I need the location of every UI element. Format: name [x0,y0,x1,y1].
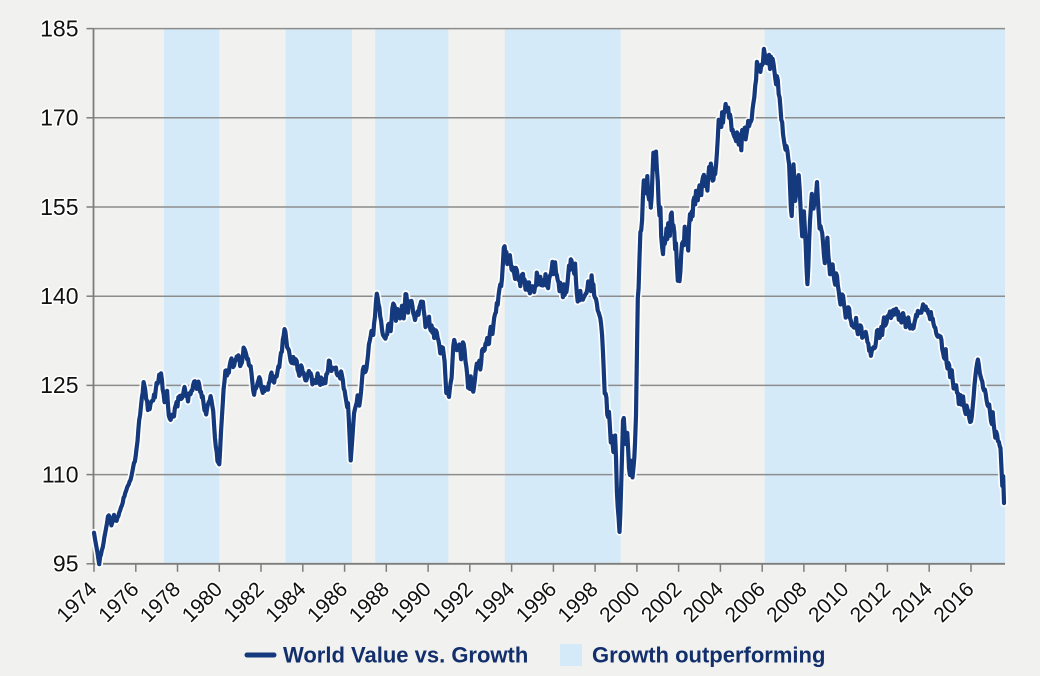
svg-text:Growth outperforming: Growth outperforming [592,643,825,668]
svg-text:125: 125 [40,372,78,398]
svg-text:World Value vs. Growth: World Value vs. Growth [283,643,528,668]
svg-text:140: 140 [40,283,78,309]
svg-text:110: 110 [42,461,79,487]
svg-text:95: 95 [53,551,79,577]
svg-text:155: 155 [40,194,78,220]
svg-text:185: 185 [40,15,78,41]
svg-text:170: 170 [40,105,78,131]
